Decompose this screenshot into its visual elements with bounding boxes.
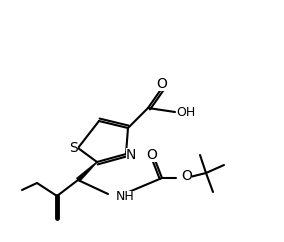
- Text: O: O: [181, 169, 192, 183]
- Text: OH: OH: [176, 106, 196, 119]
- Text: O: O: [156, 77, 168, 91]
- Text: NH: NH: [116, 190, 135, 204]
- Text: O: O: [147, 148, 157, 162]
- Text: S: S: [70, 141, 78, 155]
- Polygon shape: [76, 162, 97, 182]
- Text: N: N: [126, 148, 136, 162]
